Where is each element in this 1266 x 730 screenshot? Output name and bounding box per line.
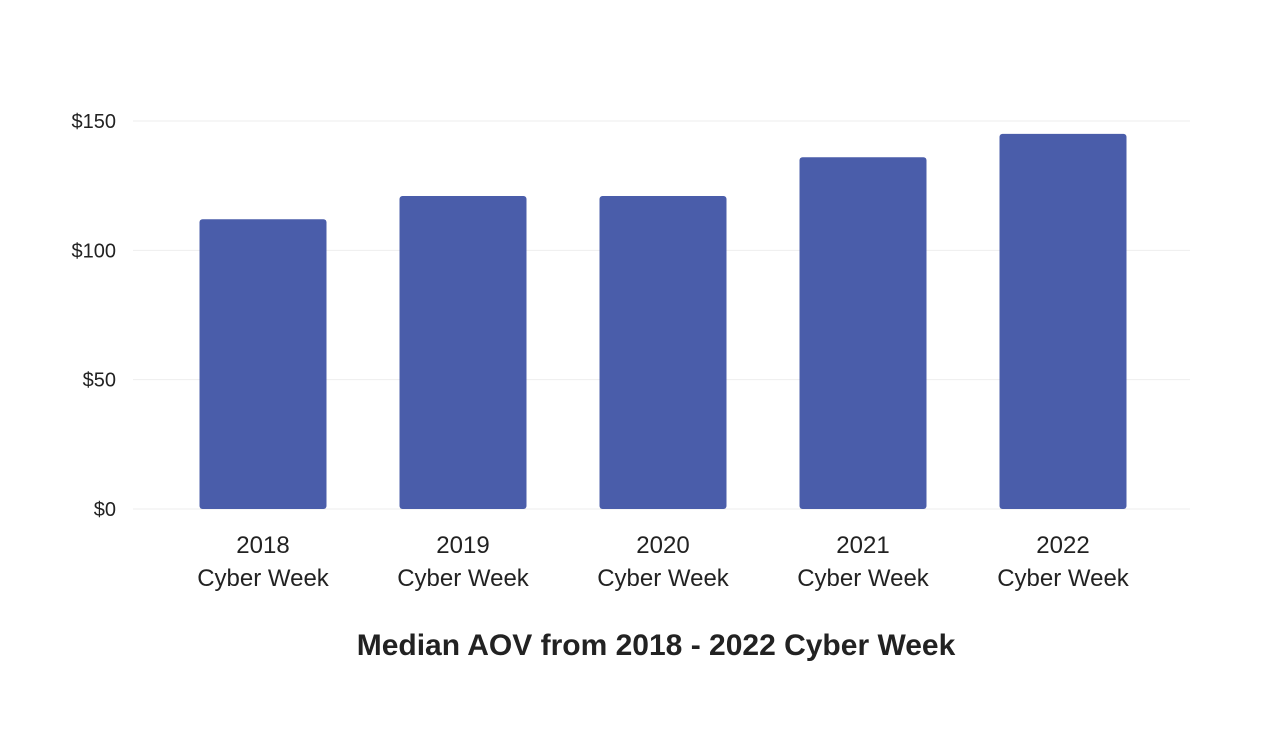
bar-2018 — [199, 219, 327, 509]
x-tick-label: Cyber Week — [597, 565, 730, 592]
x-tick-label: Cyber Week — [797, 565, 930, 592]
y-tick-label: $50 — [83, 370, 116, 392]
x-tick-label: 2019 — [436, 532, 489, 559]
bar-2019 — [399, 196, 527, 509]
bar-2020 — [599, 196, 727, 509]
x-tick-label: Cyber Week — [397, 565, 530, 592]
bar-2021 — [799, 157, 927, 510]
bar-2022 — [999, 133, 1127, 509]
x-tick-label: 2020 — [636, 532, 689, 559]
y-tick-label: $100 — [72, 240, 117, 262]
x-tick-label: Cyber Week — [997, 565, 1130, 592]
x-tick-label: 2022 — [1036, 532, 1089, 559]
y-tick-label: $0 — [94, 499, 116, 521]
x-tick-label: 2018 — [236, 532, 289, 559]
bars — [199, 133, 1127, 510]
x-tick-label: Cyber Week — [197, 565, 330, 592]
x-tick-label: 2021 — [836, 532, 889, 559]
chart-title: Median AOV from 2018 - 2022 Cyber Week — [357, 629, 956, 662]
y-tick-label: $150 — [72, 111, 117, 133]
y-axis-ticks: $0 $50 $100 $150 — [72, 111, 117, 521]
x-axis-labels: 2018 Cyber Week 2019 Cyber Week 2020 Cyber We… — [197, 532, 1130, 592]
